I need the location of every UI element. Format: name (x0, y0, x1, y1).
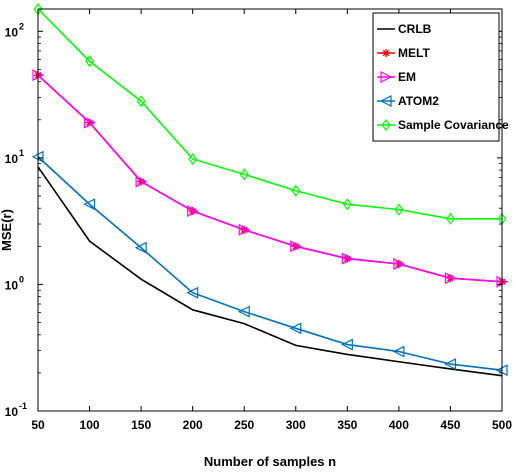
data-point-atom2 (340, 338, 353, 351)
legend-label: Sample Covariance (398, 118, 509, 132)
data-point-sample-covariance (445, 212, 455, 225)
y-tick-label: 10 (5, 278, 19, 292)
legend-label: CRLB (398, 22, 432, 36)
x-tick-label: 500 (492, 418, 512, 432)
data-point-em (135, 175, 148, 188)
x-tick-label: 450 (440, 418, 460, 432)
x-tick-label: 250 (234, 418, 254, 432)
series-em (32, 69, 509, 288)
x-axis-label: Number of samples n (204, 454, 336, 469)
legend-item-atom2: ATOM2 (377, 94, 439, 108)
x-tick-label: 350 (337, 418, 357, 432)
x-tick-label: 200 (183, 418, 203, 432)
data-point-atom2 (444, 358, 457, 371)
legend-item-em: EM (377, 70, 416, 84)
legend-item-sample-covariance: Sample Covariance (377, 118, 509, 132)
data-point-atom2 (237, 305, 250, 318)
y-tick-exponent: -1 (19, 401, 27, 411)
y-tick-exponent: 1 (19, 148, 24, 158)
data-point-atom2 (392, 345, 405, 358)
y-tick-exponent: 2 (19, 21, 24, 31)
x-tick-label: 50 (31, 418, 45, 432)
y-tick-label: 10 (5, 25, 19, 39)
series-line-crlb (37, 166, 503, 377)
data-point-sample-covariance (239, 168, 249, 181)
series-line-sample-covariance (37, 8, 502, 220)
legend-label: EM (398, 70, 416, 84)
data-point-em (187, 205, 200, 218)
data-point-em (238, 223, 251, 236)
data-point-atom2 (186, 286, 199, 299)
data-point-sample-covariance (136, 95, 146, 108)
x-tick-label: 300 (286, 418, 306, 432)
y-axis-label: MSE(r) (0, 209, 14, 251)
data-point-atom2 (83, 198, 96, 211)
data-point-em (444, 272, 457, 285)
data-point-atom2 (134, 241, 147, 254)
series-line-atom2 (37, 156, 503, 372)
legend-item-melt: MELT (377, 46, 430, 60)
x-tick-label: 100 (80, 418, 100, 432)
data-point-em (341, 252, 354, 265)
data-point-em (83, 116, 96, 129)
legend-label: ATOM2 (398, 94, 439, 108)
series-atom2 (31, 150, 508, 377)
data-point-sample-covariance (85, 55, 95, 68)
data-point-sample-covariance (342, 198, 352, 211)
data-point-em (393, 258, 406, 270)
y-tick-label: 10 (5, 152, 19, 166)
asterisk-stroke (382, 49, 390, 57)
x-tick-label: 150 (131, 418, 151, 432)
data-point-atom2 (289, 322, 302, 335)
x-tick-label: 400 (389, 418, 409, 432)
plot-area-frame (37, 8, 503, 412)
legend-swatch-marker (380, 71, 393, 83)
y-tick-label: 10 (5, 405, 19, 419)
legend-swatch-marker (381, 119, 391, 131)
y-tick-exponent: 0 (19, 274, 24, 284)
legend: CRLB MELT EM ATOM2 Sample Covariance (372, 12, 509, 142)
legend-label: MELT (398, 46, 430, 60)
data-point-sample-covariance (188, 152, 198, 165)
data-point-em (290, 240, 303, 253)
legend-swatch-marker (382, 49, 390, 57)
data-point-sample-covariance (291, 184, 301, 197)
data-point-sample-covariance (394, 203, 404, 216)
legend-item-crlb: CRLB (377, 22, 432, 36)
legend-swatch-marker (379, 95, 392, 107)
series-line-em (37, 74, 503, 283)
series-crlb (37, 166, 503, 377)
